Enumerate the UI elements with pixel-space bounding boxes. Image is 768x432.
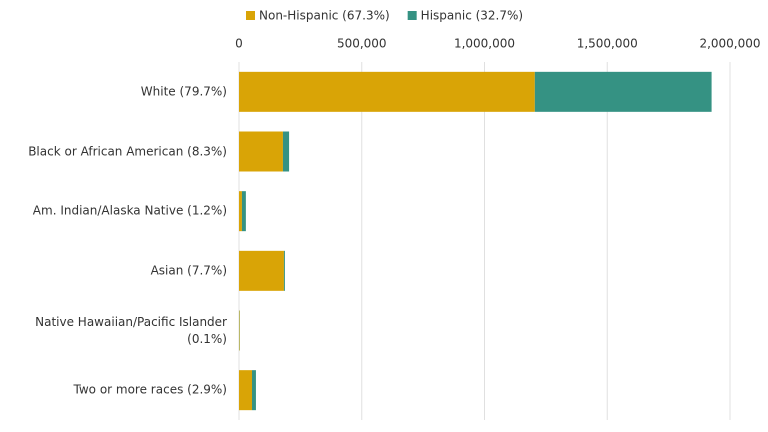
bar-segment	[252, 370, 256, 411]
bar-segment	[241, 191, 246, 232]
category-label: Am. Indian/Alaska Native (1.2%)	[32, 203, 227, 218]
bar-segment	[239, 131, 283, 172]
bar-segment	[283, 250, 285, 291]
x-tick-label: 1,000,000	[454, 37, 515, 51]
category-label: Native Hawaiian/Pacific Islander (0.1%)	[35, 314, 227, 346]
x-tick-label: 0	[235, 37, 243, 51]
category-label: Two or more races (2.9%)	[73, 382, 228, 397]
bar-segment	[239, 71, 535, 112]
legend-label: Non-Hispanic (67.3%)	[259, 9, 390, 23]
legend-label: Hispanic (32.7%)	[421, 9, 523, 23]
category-label: Asian (7.7%)	[150, 263, 227, 278]
bar-segment	[282, 131, 290, 172]
category-label: Black or African American (8.3%)	[28, 144, 227, 158]
x-tick-label: 1,500,000	[577, 37, 638, 51]
legend-swatch	[407, 11, 417, 20]
bar-segment	[239, 370, 253, 411]
legend-swatch	[246, 11, 255, 20]
x-tick-label: 2,000,000	[699, 37, 760, 51]
bar-segment	[534, 71, 712, 112]
bar-segment	[239, 250, 284, 291]
x-tick-label: 500,000	[337, 37, 387, 51]
bar-segment	[239, 191, 242, 232]
category-label: White (79.7%)	[140, 84, 227, 99]
